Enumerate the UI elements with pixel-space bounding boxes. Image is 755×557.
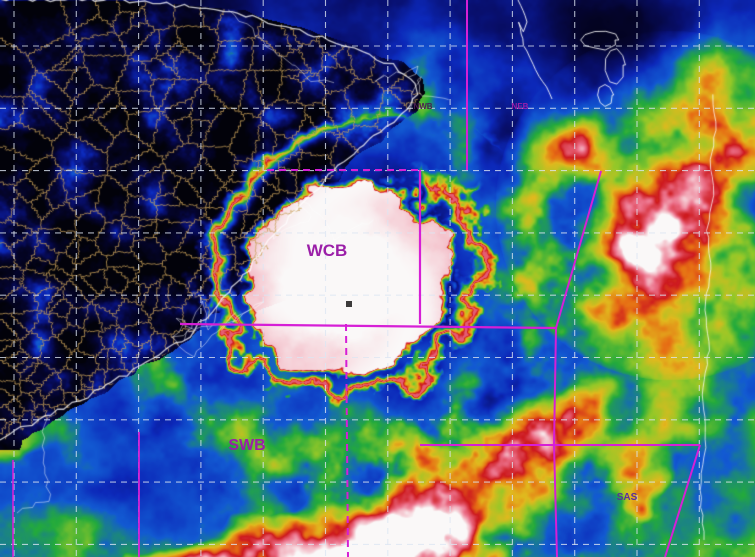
svg-text:WCB: WCB	[307, 241, 348, 260]
svg-text:SWB: SWB	[228, 437, 265, 454]
svg-text:SAS: SAS	[617, 492, 638, 503]
svg-text:NWB: NWB	[413, 102, 432, 111]
svg-text:NEB: NEB	[512, 102, 529, 111]
